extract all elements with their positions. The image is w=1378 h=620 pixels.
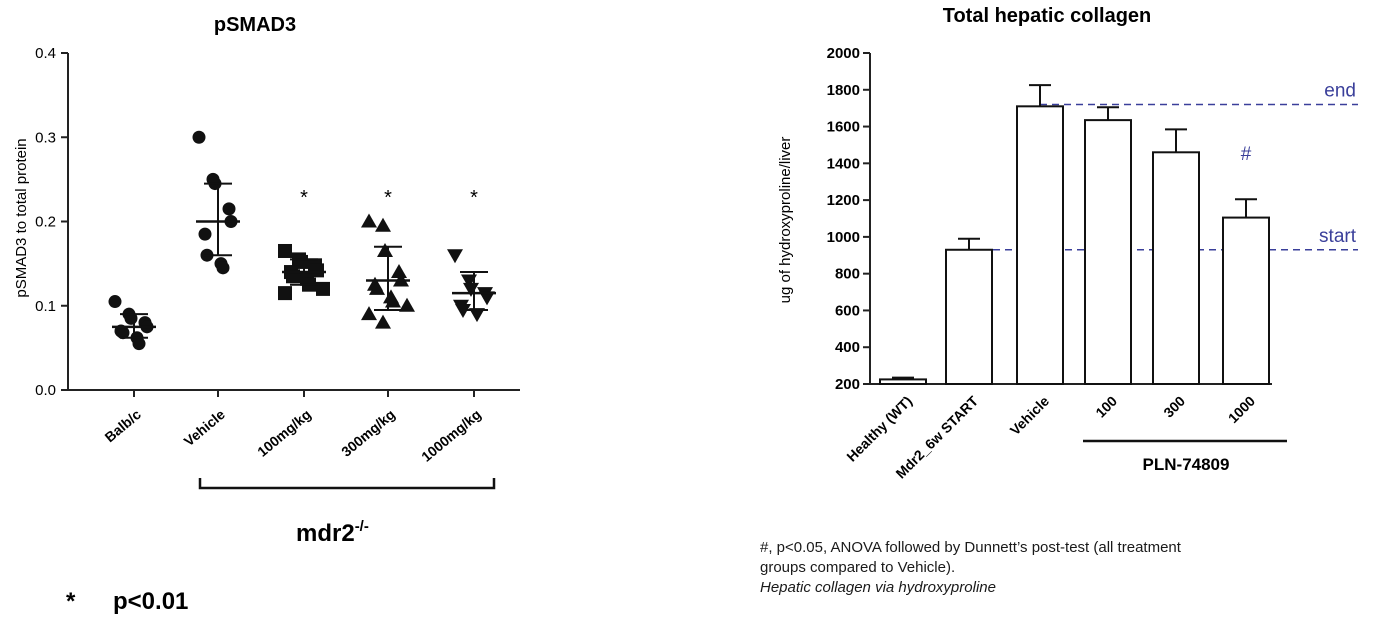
significance-star: * <box>384 187 392 209</box>
data-point-circle <box>222 202 236 216</box>
data-point-circle <box>108 295 122 309</box>
right-footnote: #, p<0.05, ANOVA followed by Dunnett’s p… <box>760 538 1370 598</box>
left-x-tick-label: 1000mg/kg <box>418 406 484 465</box>
data-point-square <box>278 286 292 301</box>
left-x-tick-label: 100mg/kg <box>254 406 314 460</box>
right-y-tick-label: 1000 <box>827 229 860 246</box>
right-y-tick-label: 2000 <box>827 45 860 62</box>
right-y-tick-label: 600 <box>835 302 860 319</box>
right-y-axis-label: ug of hydroxyproline/liver <box>777 137 794 304</box>
data-point-square <box>316 281 330 296</box>
data-point-triangle <box>361 306 377 321</box>
left-y-tick-label: 0.4 <box>35 45 56 62</box>
left-y-axis-label: pSMAD3 to total protein <box>13 138 30 297</box>
right-x-tick-label: 300 <box>1160 393 1188 421</box>
data-point-square <box>278 243 292 258</box>
right-footnote-line-2: groups compared to Vehicle). <box>760 559 956 576</box>
data-point-circle <box>192 130 206 144</box>
bar-vehicle <box>1016 105 1064 385</box>
bar-mdr2-6w-start <box>945 248 993 385</box>
significance-star: * <box>470 187 478 209</box>
bar-100 <box>1084 119 1132 385</box>
left-y-tick-label: 0.2 <box>35 214 56 231</box>
right-chart-title: Total hepatic collagen <box>943 5 1152 27</box>
right-x-tick-label: 1000 <box>1225 393 1258 426</box>
right-y-tick-label: 1400 <box>827 155 860 172</box>
reference-label-end: end <box>1324 80 1356 101</box>
right-y-tick-label: 1200 <box>827 192 860 209</box>
bar-1000 <box>1222 216 1270 385</box>
right-footnote-line-1: #, p<0.05, ANOVA followed by Dunnett’s p… <box>760 539 1181 556</box>
footnote-star: * <box>66 588 76 615</box>
right-footnote-line-3: Hepatic collagen via hydroxyproline <box>760 579 996 596</box>
right-x-tick-label: 100 <box>1092 393 1120 421</box>
left-y-tick-label: 0.3 <box>35 129 56 146</box>
reference-label-start: start <box>1319 226 1357 247</box>
bar-300 <box>1152 151 1200 385</box>
left-y-tick-label: 0.0 <box>35 382 56 399</box>
right-y-tick-label: 400 <box>835 339 860 356</box>
data-point-triangle-down <box>469 308 485 323</box>
data-point-triangle <box>361 213 377 228</box>
right-y-tick-label: 800 <box>835 266 860 283</box>
pln-group-label: PLN-74809 <box>1143 455 1230 474</box>
data-point-triangle-down <box>463 282 479 297</box>
right-y-tick-label: 200 <box>835 376 860 393</box>
right-x-tick-label: Healthy (WT) <box>843 393 915 465</box>
data-point-triangle <box>369 280 385 295</box>
left-y-tick-label: 0.1 <box>35 298 56 315</box>
bar-healthy-wt- <box>879 378 927 385</box>
data-point-circle <box>198 227 212 241</box>
data-point-triangle <box>399 297 415 312</box>
right-y-tick-label: 1600 <box>827 119 860 136</box>
significance-star: * <box>300 187 308 209</box>
left-chart-title: pSMAD3 <box>214 14 296 36</box>
significance-hash: # <box>1241 144 1252 165</box>
left-x-tick-label: Vehicle <box>181 406 228 449</box>
data-point-circle <box>116 326 130 340</box>
data-point-circle <box>132 337 146 351</box>
data-point-triangle <box>377 242 393 257</box>
data-point-triangle <box>375 217 391 232</box>
right-y-tick-label: 1800 <box>827 82 860 99</box>
right-x-tick-label: Mdr2_6w START <box>892 393 981 482</box>
footnote-p-value: p<0.01 <box>113 588 188 615</box>
right-x-tick-label: Vehicle <box>1007 393 1053 439</box>
left-x-tick-label: Balb/c <box>101 406 144 445</box>
mdr2-group-bracket <box>198 478 496 490</box>
left-group-label: mdr2-/- <box>296 518 369 547</box>
data-point-circle <box>216 261 230 275</box>
pSMAD3-scatter-chart: pSMAD3 pSMAD3 to total protein 0.0 0.1 0.2… <box>13 14 520 615</box>
data-point-triangle-down <box>479 291 495 306</box>
left-x-tick-label: 300mg/kg <box>338 406 398 460</box>
data-point-triangle <box>375 314 391 329</box>
data-point-triangle <box>391 264 407 279</box>
data-point-triangle-down <box>447 249 463 264</box>
